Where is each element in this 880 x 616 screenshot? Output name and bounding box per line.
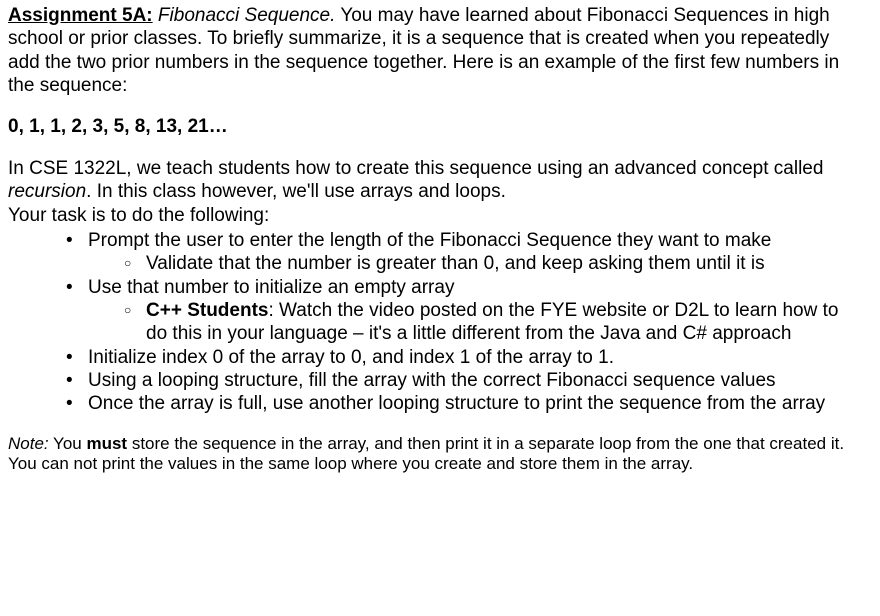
bullet-text: Once the array is full, use another loop… <box>88 393 825 414</box>
note-bold: must <box>86 434 127 453</box>
list-item: Prompt the user to enter the length of t… <box>66 229 862 276</box>
recursion-term: recursion <box>8 181 86 202</box>
intro-paragraph: Assignment 5A: Fibonacci Sequence. You m… <box>8 4 862 97</box>
bullet-text: Use that number to initialize an empty a… <box>88 277 454 298</box>
task-list: Prompt the user to enter the length of t… <box>8 229 862 416</box>
sub-bullet-bold: C++ Students <box>146 300 268 321</box>
sub-list: Validate that the number is greater than… <box>88 252 862 275</box>
list-item: Validate that the number is greater than… <box>124 252 862 275</box>
context-b: . In this class however, we'll use array… <box>86 181 506 202</box>
context-paragraph: In CSE 1322L, we teach students how to c… <box>8 157 862 227</box>
context-a: In CSE 1322L, we teach students how to c… <box>8 158 823 179</box>
list-item: Use that number to initialize an empty a… <box>66 276 862 346</box>
note-label: Note: <box>8 434 49 453</box>
sub-bullet-text: Validate that the number is greater than… <box>146 253 765 274</box>
note-paragraph: Note: You must store the sequence in the… <box>8 434 862 475</box>
list-item: Initialize index 0 of the array to 0, an… <box>66 346 862 369</box>
list-item: Once the array is full, use another loop… <box>66 392 862 415</box>
assignment-label: Assignment 5A: <box>8 5 153 26</box>
list-item: Using a looping structure, fill the arra… <box>66 369 862 392</box>
sub-list: C++ Students: Watch the video posted on … <box>88 299 862 346</box>
assignment-document: Assignment 5A: Fibonacci Sequence. You m… <box>0 0 880 616</box>
assignment-title: Fibonacci Sequence. <box>158 5 335 26</box>
bullet-text: Prompt the user to enter the length of t… <box>88 230 771 251</box>
bullet-text: Initialize index 0 of the array to 0, an… <box>88 347 614 368</box>
bullet-text: Using a looping structure, fill the arra… <box>88 370 776 391</box>
list-item: C++ Students: Watch the video posted on … <box>124 299 862 346</box>
note-a: You <box>49 434 87 453</box>
sequence-example: 0, 1, 1, 2, 3, 5, 8, 13, 21… <box>8 115 862 138</box>
task-intro: Your task is to do the following: <box>8 205 269 226</box>
note-b: store the sequence in the array, and the… <box>8 434 844 474</box>
